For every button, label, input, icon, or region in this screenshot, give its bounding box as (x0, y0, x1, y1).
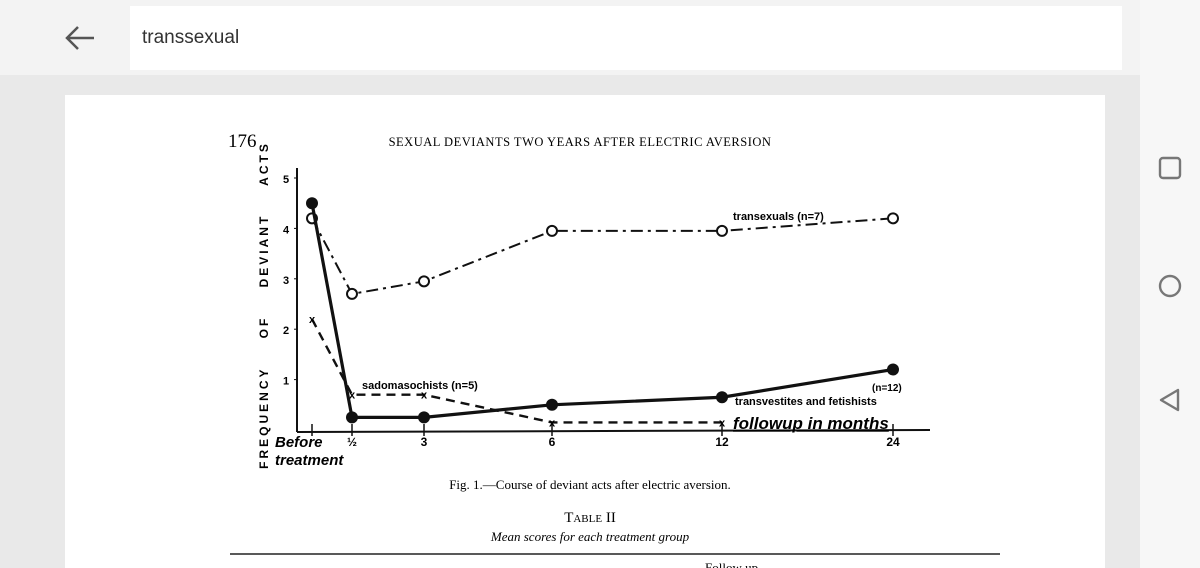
data-point (346, 287, 358, 300)
y-tick-label: 1 (283, 376, 289, 388)
data-point: x (349, 390, 356, 402)
series-label-transexuals: transexuals (n=7) (733, 211, 824, 223)
y-axis-label: FREQUENCY OF DEVIANT ACTS (257, 141, 271, 469)
series-label-transvestites: transvestites and fetishists (735, 396, 877, 408)
series-label-sadomasochists: sadomasochists (n=5) (362, 380, 478, 392)
data-point (716, 224, 728, 237)
table-subtitle: Mean scores for each treatment group (490, 529, 690, 544)
triangle-back-icon[interactable] (1152, 382, 1188, 418)
data-point: x (719, 417, 726, 429)
data-point (716, 391, 728, 404)
series-line-1 (310, 202, 894, 419)
y-tick-label: 2 (283, 325, 289, 337)
circle-home-icon[interactable] (1152, 268, 1188, 304)
x-tick-label: Before (275, 434, 323, 451)
search-input[interactable] (130, 6, 1122, 70)
data-point (306, 197, 318, 210)
x-tick-label: 12 (715, 435, 729, 449)
series-n-transvestites: (n=12) (872, 383, 902, 394)
y-tick-label: 4 (283, 224, 290, 236)
x-tick-label: ½ (347, 435, 357, 449)
y-tick-label: 3 (283, 275, 289, 287)
data-point: x (309, 314, 316, 326)
data-point (346, 411, 358, 424)
top-bar (0, 0, 1140, 75)
x-tick-label: 24 (886, 435, 900, 449)
data-point (546, 224, 558, 237)
data-point (887, 363, 899, 376)
table-header-partial: Follow up (705, 560, 758, 568)
figure-chart: 176 SEXUAL DEVIANTS TWO YEARS AFTER ELEC… (228, 131, 1000, 568)
running-head: SEXUAL DEVIANTS TWO YEARS AFTER ELECTRIC… (389, 135, 772, 149)
x-tick-label: 6 (549, 435, 556, 449)
y-tick-label: 5 (283, 174, 289, 186)
square-recents-icon[interactable] (1152, 150, 1188, 186)
figure-caption: Fig. 1.—Course of deviant acts after ele… (449, 477, 731, 492)
data-point (418, 275, 430, 288)
data-point: x (421, 390, 428, 402)
x-tick-label: treatment (275, 452, 344, 469)
data-point (887, 212, 899, 225)
system-nav-bar (1140, 0, 1200, 568)
x-axis-label: followup in months (733, 414, 889, 433)
data-point: x (549, 417, 556, 429)
data-point (418, 411, 430, 424)
x-tick-label: 3 (421, 435, 428, 449)
table-title: Table II (564, 510, 616, 526)
back-arrow-icon[interactable] (62, 22, 98, 54)
series-line-0 (311, 217, 894, 296)
page-number: 176 (228, 131, 257, 152)
document-page (65, 95, 1105, 568)
x-axis (296, 429, 931, 433)
series-line-2 (310, 318, 722, 424)
data-point (546, 398, 558, 411)
